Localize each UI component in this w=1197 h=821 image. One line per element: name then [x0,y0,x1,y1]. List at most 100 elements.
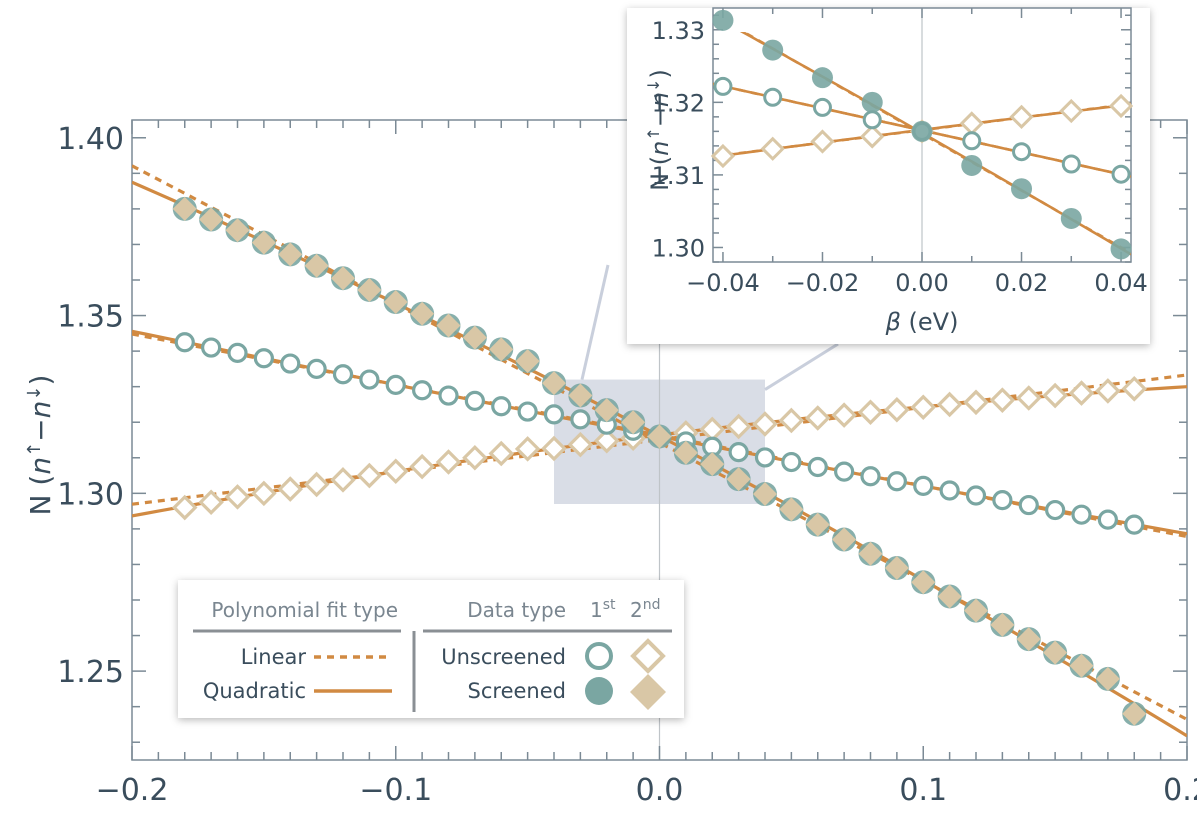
inset-x-tick-label: −0.04 [686,269,760,297]
inset-screened-1st-point [861,91,883,113]
main-unscreened-2nd-point [198,489,224,515]
main-screened-2nd-point [410,301,435,326]
main-screened-2nd-point [805,512,830,537]
main-x-tick-label: −0.2 [96,773,169,808]
main-unscreened-2nd-point [593,427,620,454]
inset-unscreened-2nd-point [710,143,736,169]
inset-screened-1st-point [762,39,784,61]
inset-unscreened-1st-point [1111,164,1131,184]
main-screened-2nd-point [172,196,197,221]
inset-unscreened-2nd-point [1108,93,1134,119]
legend: Polynomial fit type Data type 1st 2nd Li… [178,580,684,718]
main-screened-2nd-point [383,290,408,315]
main-unscreened-2nd-point [1042,382,1068,409]
main-screened-2nd-point [937,584,962,609]
main-x-tick-label: −0.1 [359,773,432,808]
inset-unscreened-1st-point [1012,142,1032,162]
inset-series-circle-filled [712,9,1132,260]
main-unscreened-2nd-point [356,462,383,489]
main-screened-2nd-point [858,541,883,566]
main-x-tick-label: 0.1 [899,773,947,808]
main-unscreened-1st-point [570,409,591,430]
main-unscreened-1st-point [1097,509,1118,530]
legend-data-header: Data type [467,598,566,622]
main-screened-2nd-point [304,253,329,278]
inset-y-tick-label: 1.33 [652,17,705,45]
inset-y-tick-label: 1.31 [652,162,705,190]
main-screened-2nd-point [357,277,382,302]
main-screened-2nd-point [700,452,725,477]
inset-background [627,8,1150,344]
main-unscreened-2nd-point [1095,378,1121,404]
legend-unscreened-1st-marker [585,642,613,670]
main-screened-2nd-point [462,325,487,350]
main-unscreened-2nd-point [409,453,435,480]
main-unscreened-1st-point [834,461,855,482]
main-unscreened-2nd-point [541,435,567,462]
main-unscreened-1st-point [886,471,907,492]
main-unscreened-1st-point [385,374,406,395]
main-screened-2nd-point [1095,666,1120,691]
main-unscreened-2nd-point [857,399,884,426]
main-unscreened-1st-point [913,475,934,496]
inset-unscreened-1st-point [763,87,783,107]
main-series-diamond-open [171,376,1148,521]
inset-screened-1st-point [961,154,983,176]
inset-x-axis-label: β (eV) [885,308,959,336]
main-screened-2nd-point [1043,640,1068,665]
legend-linear-label: Linear [241,645,307,669]
main-unscreened-1st-point [306,358,327,379]
inset-screened-1st-point [1011,178,1033,200]
main-unscreened-2nd-point [936,391,963,418]
main-screened-2nd-point [515,349,540,374]
main-unscreened-1st-point [253,348,274,369]
main-unscreened-2nd-point [171,494,198,521]
inset-unscreened-2nd-point [810,129,835,154]
y-axis-label: N (n↑−n↓) [24,375,58,516]
main-screened-2nd-point [753,482,777,507]
inset-screened-1st-point [1060,207,1082,229]
inset-unscreened-1st-point [812,97,832,117]
legend-screened-label: Screened [468,679,566,703]
legend-col2-header: 2nd [630,597,661,622]
main-y-tick-label: 1.30 [57,477,124,512]
main-screened-2nd-point [225,218,250,243]
main-unscreened-2nd-point [303,471,330,498]
main-screened-2nd-point [594,398,619,423]
legend-screened-2nd-marker [630,674,666,710]
inset-screened-1st-point [811,67,833,89]
main-screened-2nd-point [1016,627,1041,652]
inset-unscreened-2nd-point [1009,104,1034,129]
main-unscreened-2nd-point [1121,376,1148,402]
main-screened-2nd-point [1069,653,1094,678]
main-unscreened-2nd-point [831,402,857,428]
main-unscreened-1st-point [754,447,776,468]
inset-x-tick-label: 0.02 [995,269,1048,297]
main-unscreened-2nd-point [1015,385,1042,411]
main-unscreened-1st-point [939,480,960,501]
main-unscreened-2nd-point [251,480,277,507]
main-unscreened-2nd-point [567,431,594,458]
inset-plot: −0.04 −0.02 0.00 0.02 0.04 1.30 1.31 1.32 1.33 [652,7,1148,297]
inset-x-tick-label: 0.00 [895,269,948,297]
main-unscreened-2nd-point [778,407,805,434]
legend-screened-1st-marker [585,677,613,705]
main-unscreened-1st-point [438,385,459,406]
main-plot: −0.2 −0.1 0.0 0.1 0.2 1.25 1.30 1.35 1.40 [57,119,1197,808]
main-unscreened-1st-point [807,456,828,478]
legend-unscreened-label: Unscreened [441,645,566,669]
main-x-tick-label: 0.0 [636,773,684,808]
main-unscreened-1st-point [464,390,485,411]
main-unscreened-2nd-point [725,413,752,440]
main-screened-2nd-point [673,440,698,465]
main-unscreened-2nd-point [1068,380,1095,406]
main-unscreened-2nd-point [989,387,1016,413]
inset-connector-left [580,264,610,380]
main-unscreened-1st-point [1124,514,1145,535]
main-screened-2nd-point [726,467,751,492]
main-unscreened-1st-point [781,451,802,473]
main-unscreened-2nd-point [330,467,356,493]
main-unscreened-2nd-point [382,458,409,485]
main-screened-2nd-point [278,242,303,267]
